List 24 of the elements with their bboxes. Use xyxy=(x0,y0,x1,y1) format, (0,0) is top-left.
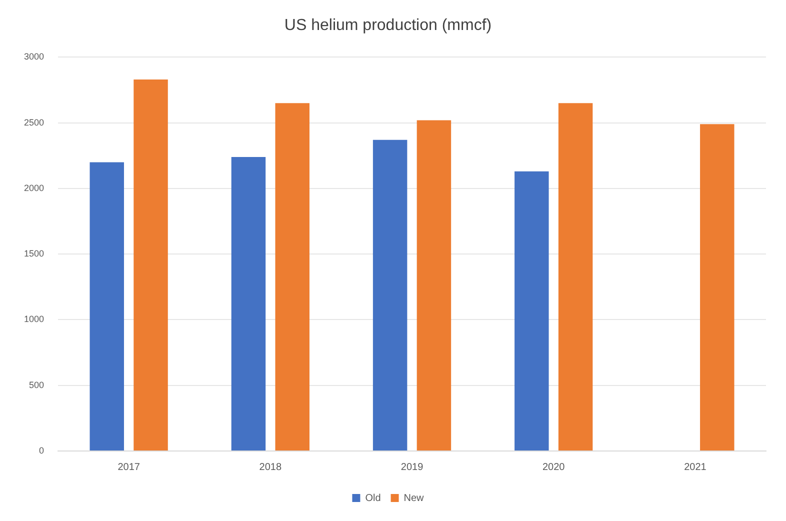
y-tick-label: 1000 xyxy=(24,314,44,324)
y-tick-label: 500 xyxy=(28,380,44,390)
y-tick-label: 1500 xyxy=(24,248,44,259)
bar xyxy=(134,80,168,450)
bar xyxy=(558,103,593,450)
x-tick-label: 2020 xyxy=(542,462,566,473)
x-tick-label: 2021 xyxy=(684,462,707,473)
bar xyxy=(514,171,549,450)
bar xyxy=(275,103,310,450)
y-tick-label: 2500 xyxy=(24,117,44,128)
x-tick-label: 2017 xyxy=(118,462,140,473)
legend-label: Old xyxy=(365,492,381,504)
bar xyxy=(700,124,734,450)
x-tick-label: 2019 xyxy=(400,462,424,473)
bar xyxy=(416,120,452,450)
bar xyxy=(231,156,266,450)
x-tick-label: 2018 xyxy=(259,462,282,473)
bar xyxy=(90,162,124,450)
y-tick-label: 3000 xyxy=(24,52,44,62)
y-tick-label: 0 xyxy=(39,445,44,456)
bar xyxy=(372,140,408,450)
chart-title: US helium production (mmcf) xyxy=(284,17,492,34)
legend-label: New xyxy=(404,492,425,504)
y-tick-label: 2000 xyxy=(24,182,44,193)
